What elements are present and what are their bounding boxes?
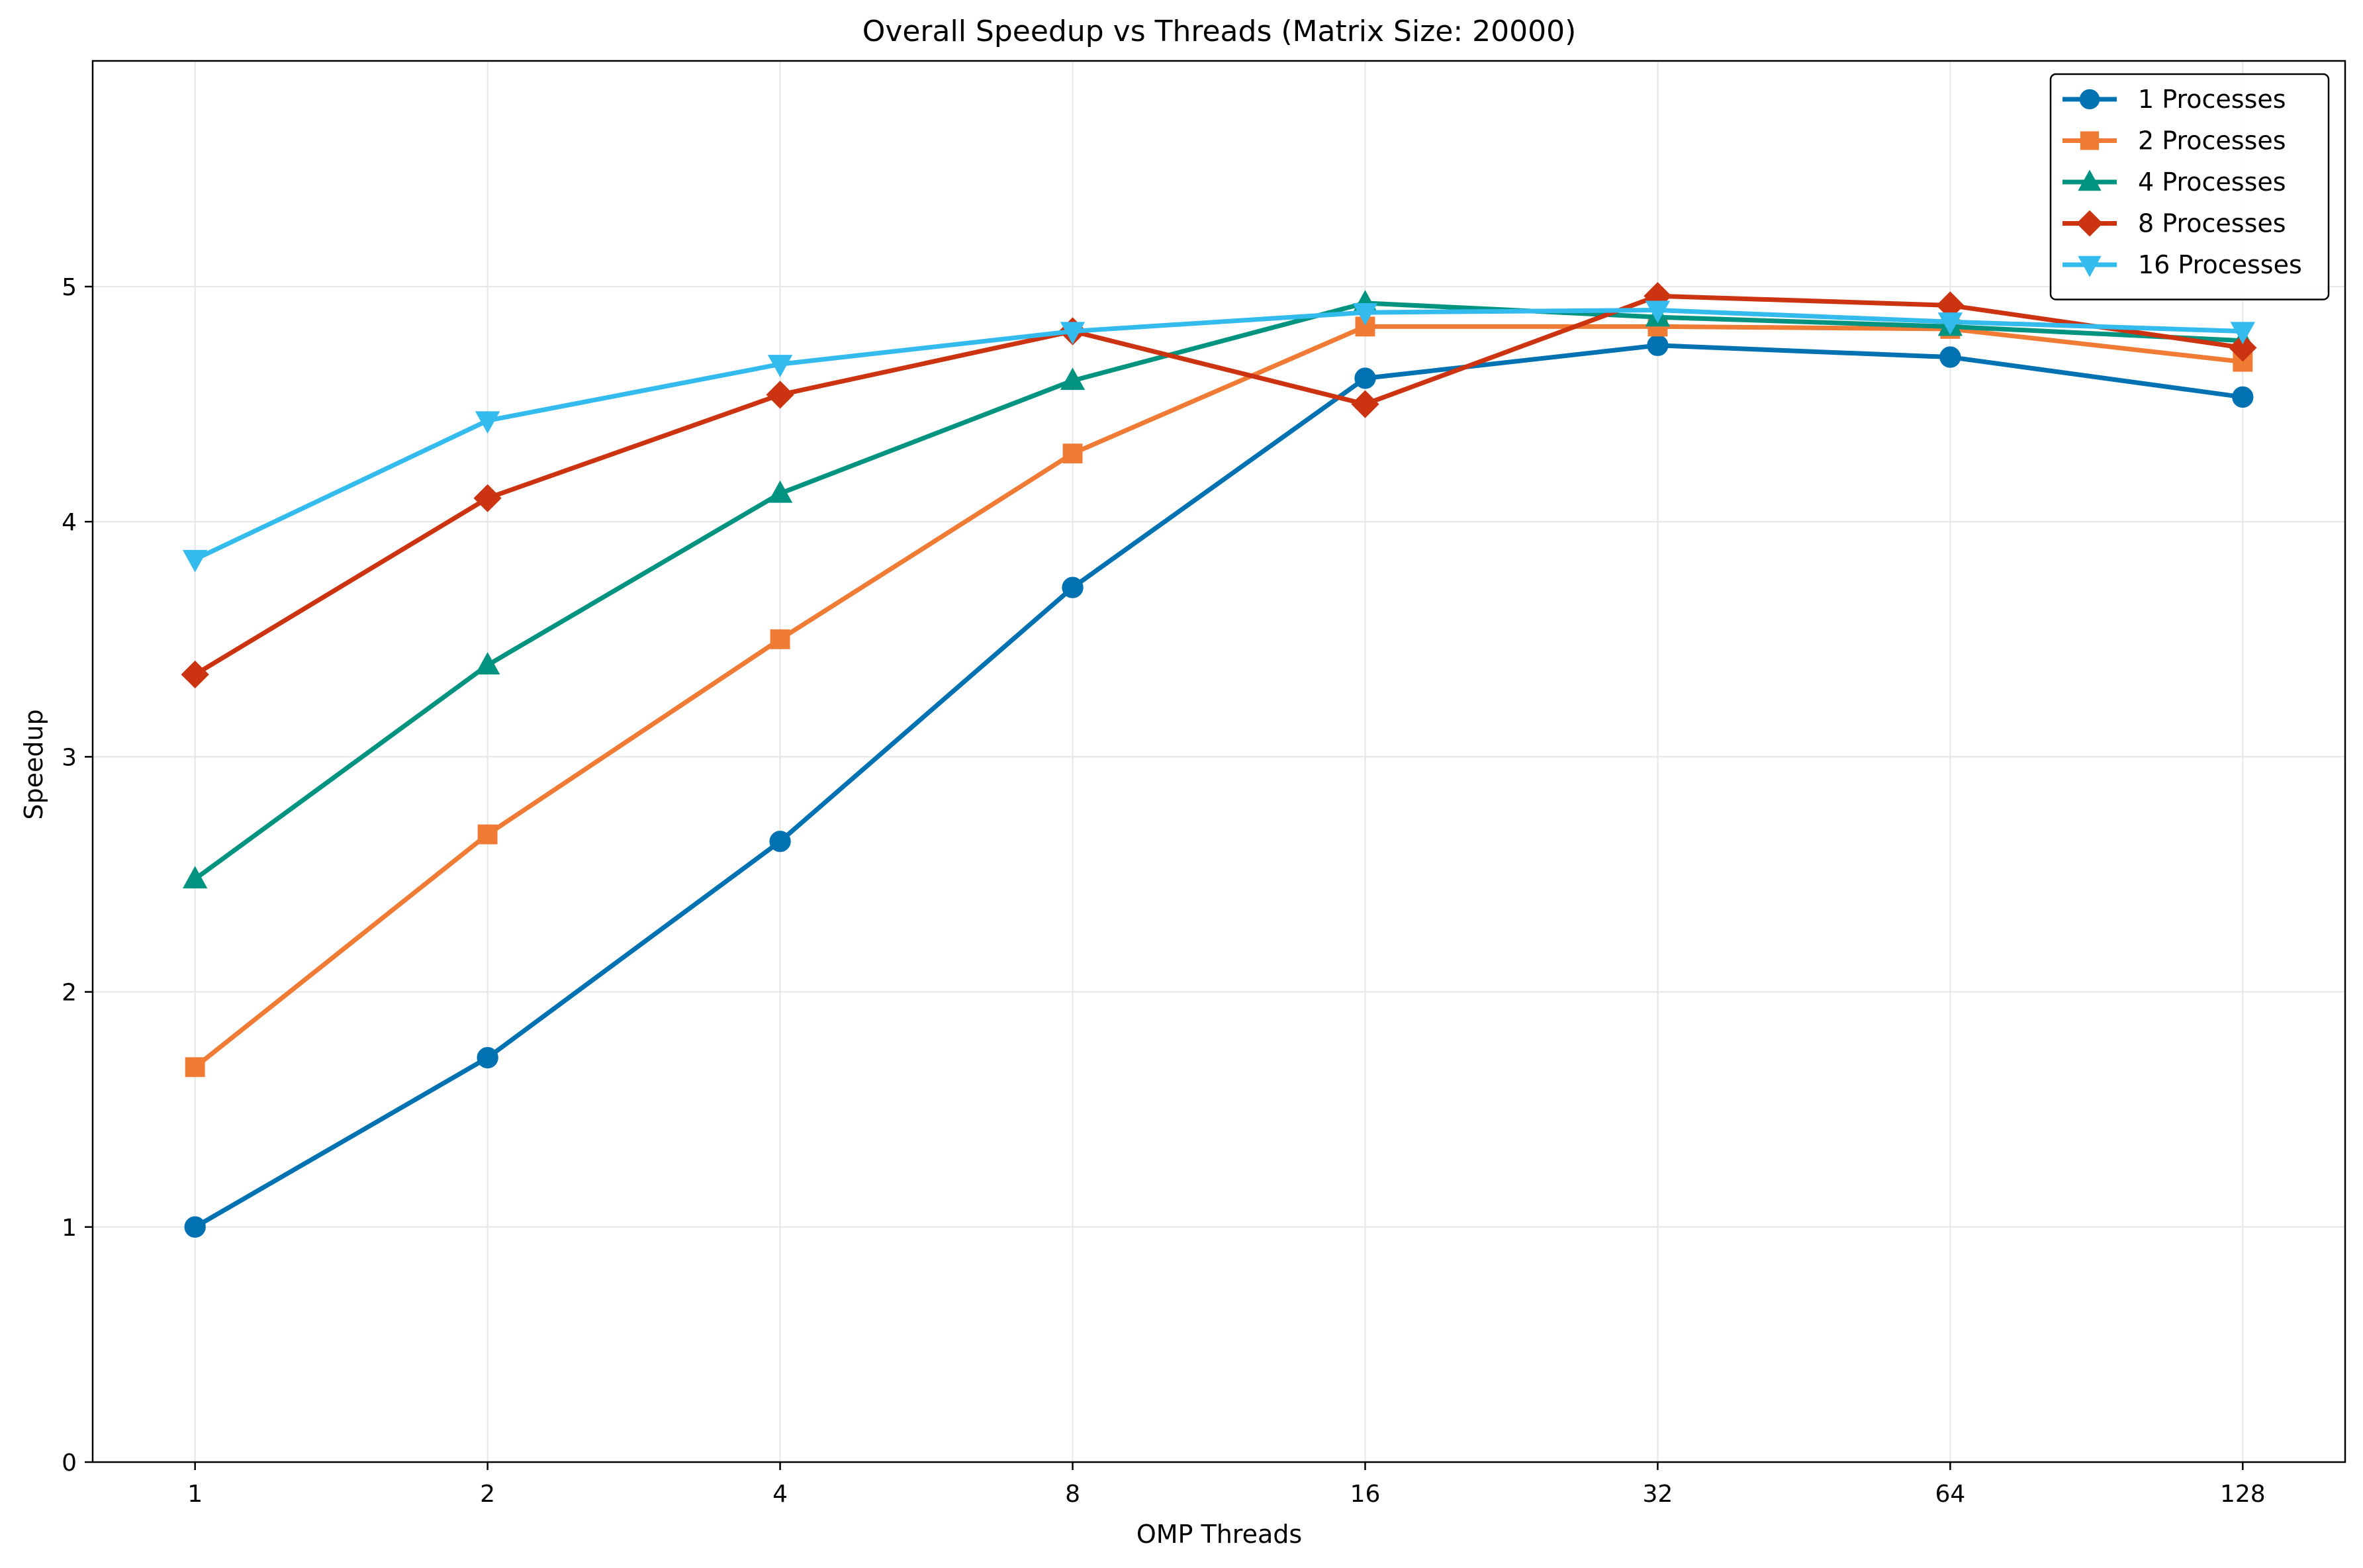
- data-point: [1060, 322, 1086, 345]
- legend-entry: 8 Processes: [2062, 209, 2286, 238]
- legend-marker: [2080, 131, 2100, 150]
- data-point: [477, 824, 498, 845]
- data-point: [2230, 322, 2256, 345]
- y-tick-label: 5: [62, 274, 77, 301]
- data-point: [1062, 576, 1084, 598]
- data-point: [766, 381, 794, 409]
- y-axis-label: Speedup: [19, 709, 48, 819]
- series-1: [184, 334, 2254, 1238]
- data-point: [475, 652, 500, 674]
- data-point: [184, 1216, 206, 1238]
- data-point: [1647, 334, 1669, 356]
- y-tick-label: 1: [62, 1215, 77, 1242]
- data-point: [2232, 386, 2254, 408]
- data-point: [477, 1046, 498, 1069]
- y-axis: 0 1 2 3 4 5: [62, 274, 93, 1477]
- data-point: [770, 629, 790, 649]
- y-tick-label: 3: [62, 744, 77, 771]
- series-5: [182, 300, 2256, 573]
- y-tick-label: 0: [62, 1450, 77, 1477]
- legend-marker: [2078, 169, 2102, 191]
- legend-label: 1 Processes: [2138, 85, 2286, 114]
- legend: 1 Processes 2 Processes 4 Processes 8 Proce…: [2049, 73, 2330, 300]
- data-point: [1062, 443, 1083, 464]
- data-point: [1937, 312, 1963, 336]
- x-tick-label: 8: [1065, 1481, 1080, 1508]
- x-axis-label: OMP Threads: [1136, 1520, 1302, 1549]
- data-point: [1939, 346, 1961, 368]
- data-point: [1645, 300, 1671, 324]
- data-point: [181, 660, 209, 689]
- x-axis: 1 2 4 8 16 32 64 128: [187, 1462, 2266, 1508]
- data-point: [767, 480, 793, 503]
- legend-marker: [2076, 210, 2103, 237]
- data-point: [1060, 367, 1086, 391]
- legend-box: [2049, 73, 2330, 300]
- series-line: [193, 343, 2245, 1230]
- data-point: [475, 411, 500, 434]
- data-point: [182, 549, 208, 573]
- data-point: [1354, 367, 1376, 389]
- data-point: [2229, 334, 2257, 362]
- x-tick-label: 128: [2220, 1481, 2266, 1508]
- series-line: [193, 308, 2245, 562]
- x-tick-label: 2: [480, 1481, 495, 1508]
- data-point: [1352, 302, 1378, 326]
- plot-frame: [91, 60, 2346, 1463]
- data-point: [767, 355, 793, 377]
- legend-entry: 2 Processes: [2062, 126, 2286, 156]
- chart-title: Overall Speedup vs Threads (Matrix Size:…: [862, 15, 1577, 48]
- legend-label: 4 Processes: [2138, 167, 2286, 197]
- data-point: [185, 1057, 205, 1078]
- legend-entry: 4 Processes: [2062, 167, 2286, 197]
- data-point: [769, 831, 791, 853]
- legend-label: 8 Processes: [2138, 209, 2286, 238]
- x-tick-label: 64: [1935, 1481, 1965, 1508]
- x-tick-label: 1: [187, 1481, 203, 1508]
- series-line: [193, 293, 2245, 677]
- legend-entry: 1 Processes: [2062, 85, 2286, 114]
- legend-marker: [2078, 255, 2102, 277]
- x-tick-label: 16: [1350, 1481, 1381, 1508]
- x-tick-label: 32: [1643, 1481, 1673, 1508]
- series-2: [185, 316, 2253, 1078]
- data-point: [182, 866, 208, 889]
- legend-entry: 16 Processes: [2062, 250, 2302, 279]
- series-layer: [181, 282, 2257, 1238]
- y-tick-label: 2: [62, 980, 77, 1007]
- legend-label: 2 Processes: [2138, 126, 2286, 156]
- x-tick-label: 4: [772, 1481, 788, 1508]
- series-line: [193, 324, 2245, 1070]
- y-tick-label: 4: [62, 509, 77, 536]
- data-point: [473, 484, 502, 512]
- legend-label: 16 Processes: [2138, 250, 2302, 279]
- series-line: [193, 300, 2245, 882]
- data-point: [1351, 390, 1379, 418]
- legend-marker: [2079, 89, 2100, 110]
